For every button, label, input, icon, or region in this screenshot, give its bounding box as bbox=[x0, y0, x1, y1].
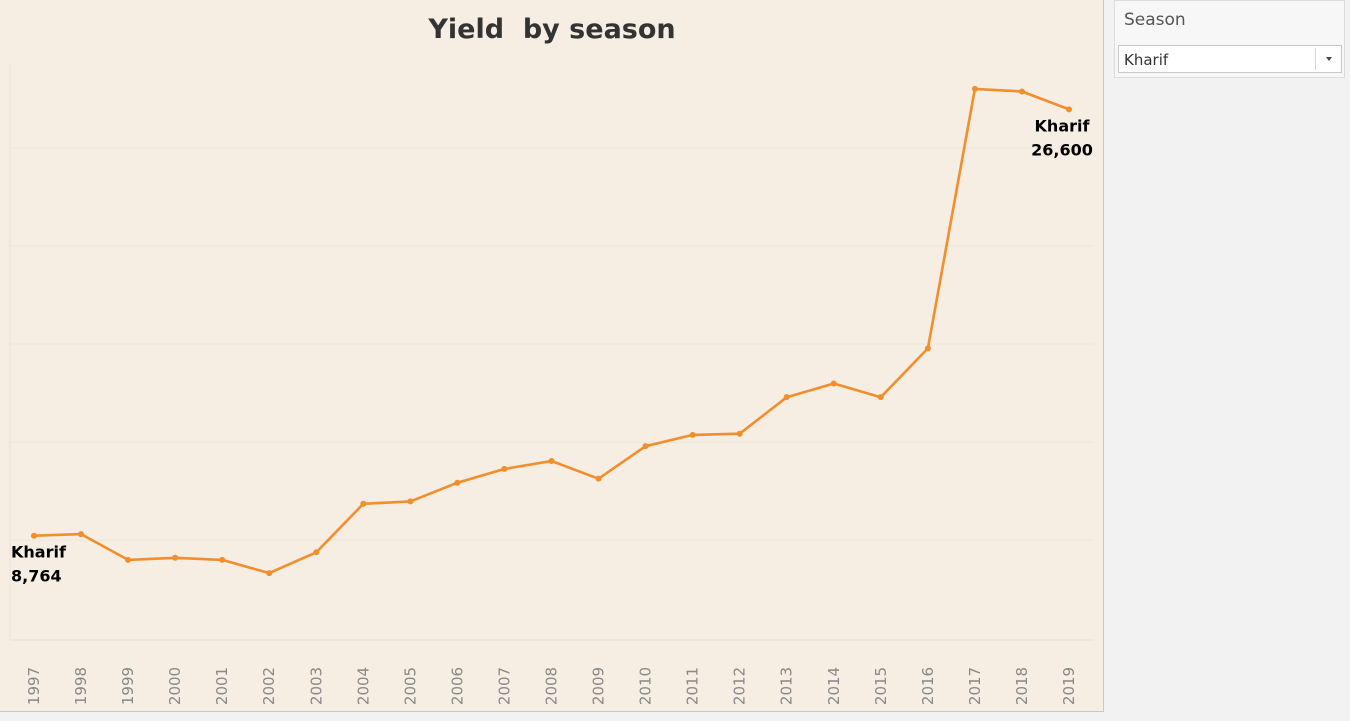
data-point-2008 bbox=[548, 457, 555, 464]
x-tick-label-2000: 2000 bbox=[166, 667, 184, 705]
chevron-down-icon[interactable] bbox=[1326, 57, 1332, 61]
season-selected-value: Kharif bbox=[1124, 51, 1169, 69]
x-tick-label-1998: 1998 bbox=[72, 667, 90, 705]
season-dropdown[interactable]: Kharif bbox=[1118, 45, 1342, 73]
data-point-2019 bbox=[1066, 106, 1072, 113]
x-tick-label-2001: 2001 bbox=[213, 667, 231, 705]
x-tick-label-2002: 2002 bbox=[260, 667, 278, 705]
filter-title: Season bbox=[1124, 10, 1186, 30]
chart-title: Yield by season bbox=[428, 14, 676, 45]
x-tick-label-1997: 1997 bbox=[25, 667, 43, 705]
x-tick-label-2007: 2007 bbox=[495, 667, 513, 705]
data-point-2003 bbox=[313, 549, 320, 556]
data-point-2005 bbox=[407, 498, 414, 505]
data-point-2007 bbox=[501, 465, 508, 472]
x-tick-label-2006: 2006 bbox=[448, 667, 466, 705]
start-label-series: Kharif bbox=[11, 543, 67, 562]
x-tick-label-2004: 2004 bbox=[354, 667, 372, 705]
x-tick-label-2018: 2018 bbox=[1013, 667, 1031, 705]
x-tick-label-2008: 2008 bbox=[543, 667, 561, 705]
data-point-2009 bbox=[595, 475, 602, 482]
series-line-kharif bbox=[32, 87, 1071, 575]
data-point-2016 bbox=[924, 345, 931, 352]
line-chart: 1997 1998 1999 2000 2001 2002 2003 2004 2005 2006… bbox=[9, 64, 1094, 705]
x-tick-label-2017: 2017 bbox=[966, 667, 984, 705]
x-tick-label-2010: 2010 bbox=[637, 667, 655, 705]
data-point-2013 bbox=[783, 394, 790, 401]
x-tick-label-2009: 2009 bbox=[590, 667, 608, 705]
data-point-2010 bbox=[642, 443, 649, 450]
data-point-2001 bbox=[219, 556, 226, 563]
data-point-2018 bbox=[1018, 88, 1025, 95]
data-point-2004 bbox=[360, 500, 367, 507]
data-point-2012 bbox=[736, 430, 743, 437]
data-point-2014 bbox=[830, 380, 837, 387]
data-point-2015 bbox=[877, 394, 884, 401]
data-point-2002 bbox=[266, 570, 273, 577]
x-tick-label-2013: 2013 bbox=[778, 667, 796, 705]
filter-panel: Season Kharif bbox=[1114, 0, 1345, 78]
x-tick-label-2005: 2005 bbox=[401, 667, 419, 705]
x-tick-label-2016: 2016 bbox=[919, 667, 937, 705]
x-tick-label-2003: 2003 bbox=[307, 667, 325, 705]
data-point-1999 bbox=[125, 556, 132, 563]
data-point-1998 bbox=[78, 531, 85, 538]
data-point-1997 bbox=[31, 532, 37, 539]
x-tick-label-2019: 2019 bbox=[1060, 667, 1078, 705]
end-label-value: 26,600 bbox=[1031, 140, 1093, 159]
x-tick-label-2015: 2015 bbox=[872, 667, 890, 705]
data-point-2006 bbox=[454, 479, 461, 486]
data-point-2000 bbox=[172, 554, 179, 561]
dropdown-divider bbox=[1315, 48, 1316, 70]
end-label-series: Kharif bbox=[1035, 116, 1091, 135]
data-point-2011 bbox=[689, 431, 696, 438]
x-tick-label-1999: 1999 bbox=[119, 667, 137, 705]
x-tick-label-2012: 2012 bbox=[731, 667, 749, 705]
x-tick-label-2011: 2011 bbox=[684, 667, 702, 705]
start-label-value: 8,764 bbox=[11, 567, 62, 586]
x-tick-label-2014: 2014 bbox=[825, 667, 843, 705]
data-point-2017 bbox=[971, 85, 978, 92]
chart-panel: Yield by season 1997 1998 1999 2000 2001 2002… bbox=[0, 0, 1104, 712]
